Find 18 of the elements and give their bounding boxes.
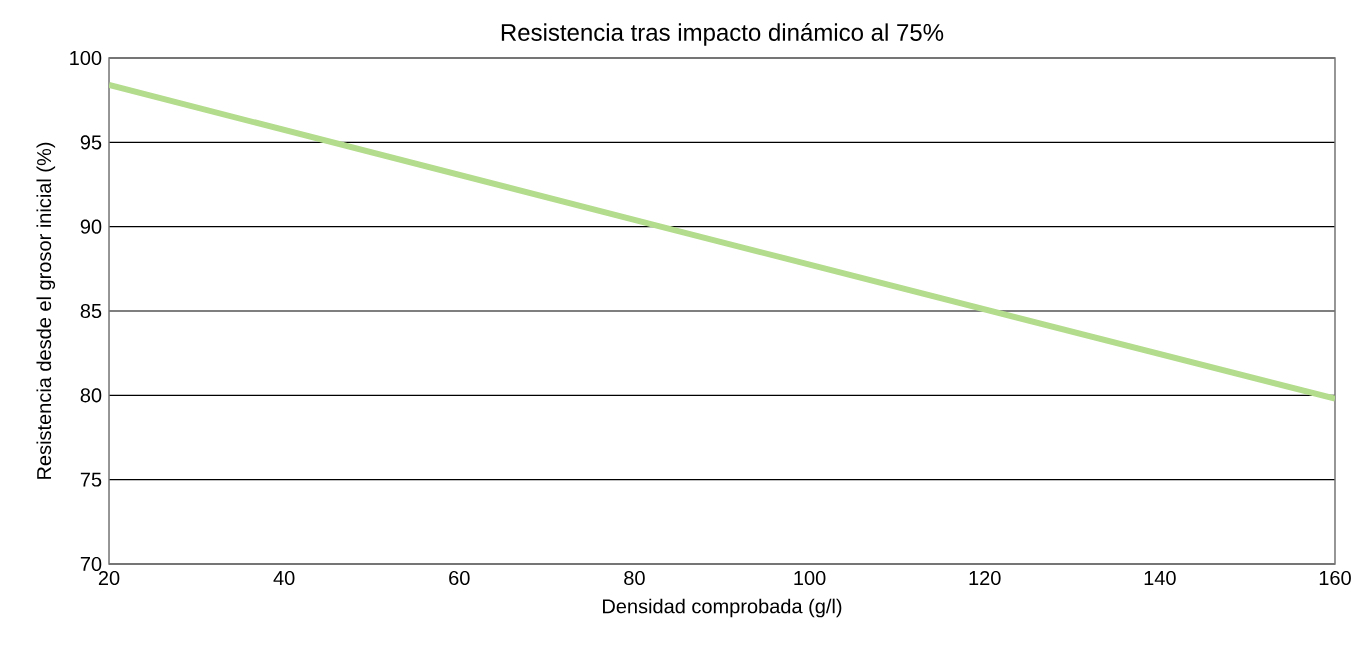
- y-tick-label: 70: [80, 556, 102, 572]
- y-tick-label: 90: [80, 219, 102, 234]
- y-tick-label: 95: [80, 135, 102, 150]
- x-tick-label: 60: [449, 570, 470, 586]
- x-tick-label: 120: [969, 570, 1001, 586]
- x-tick-label: 20: [98, 570, 120, 586]
- y-tick-label: 80: [80, 388, 102, 403]
- x-axis-title: Densidad comprobada (g/l): [603, 598, 842, 618]
- y-tick-label: 100: [70, 50, 102, 66]
- x-tick-label: 40: [273, 570, 295, 586]
- x-tick-label: 100: [794, 570, 826, 586]
- chart-title: Resistencia tras impacto dinámico al 75%: [501, 23, 944, 46]
- x-tick-label: 80: [624, 570, 645, 586]
- y-tick-label: 85: [80, 303, 102, 319]
- x-tick-label: 140: [1144, 570, 1176, 586]
- y-tick-label: 75: [80, 472, 102, 487]
- x-tick-label: 160: [1319, 570, 1351, 586]
- y-axis-title: Resistencia desde el grosor inicial (%): [36, 142, 56, 479]
